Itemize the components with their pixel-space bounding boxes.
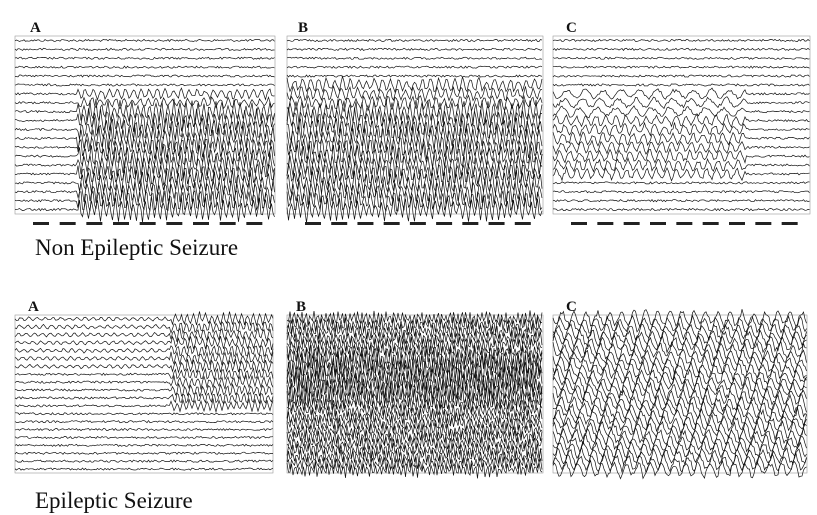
panel-label: A bbox=[28, 299, 39, 315]
time-marker bbox=[246, 222, 262, 225]
panel-label: C bbox=[566, 299, 577, 315]
panel-label: B bbox=[298, 20, 308, 36]
time-marker bbox=[597, 222, 613, 225]
time-marker bbox=[729, 222, 745, 225]
time-marker bbox=[305, 222, 321, 225]
time-marker bbox=[703, 222, 719, 225]
time-marker bbox=[624, 222, 640, 225]
time-marker bbox=[113, 222, 129, 225]
time-marker bbox=[86, 222, 102, 225]
time-marker bbox=[357, 222, 373, 225]
time-marker bbox=[140, 222, 156, 225]
time-marker bbox=[410, 222, 426, 225]
time-marker bbox=[755, 222, 771, 225]
time-marker bbox=[436, 222, 452, 225]
time-marker bbox=[60, 222, 76, 225]
time-marker bbox=[33, 222, 49, 225]
time-marker bbox=[331, 222, 347, 225]
row-caption: Epileptic Seizure bbox=[35, 488, 193, 513]
panel-label: B bbox=[296, 299, 306, 315]
time-marker bbox=[193, 222, 209, 225]
time-marker bbox=[650, 222, 666, 225]
time-marker bbox=[220, 222, 236, 225]
time-marker bbox=[782, 222, 798, 225]
time-marker bbox=[166, 222, 182, 225]
row-caption: Non Epileptic Seizure bbox=[35, 235, 238, 260]
time-marker bbox=[489, 222, 505, 225]
panel-label: A bbox=[30, 20, 41, 36]
panel-label: C bbox=[566, 20, 577, 36]
time-marker bbox=[515, 222, 531, 225]
time-marker bbox=[571, 222, 587, 225]
figure: Non Epileptic Seizure Epileptic Seizure … bbox=[0, 0, 817, 515]
time-marker bbox=[384, 222, 400, 225]
time-marker bbox=[462, 222, 478, 225]
page: Non Epileptic Seizure Epileptic Seizure … bbox=[0, 0, 817, 515]
time-marker bbox=[676, 222, 692, 225]
